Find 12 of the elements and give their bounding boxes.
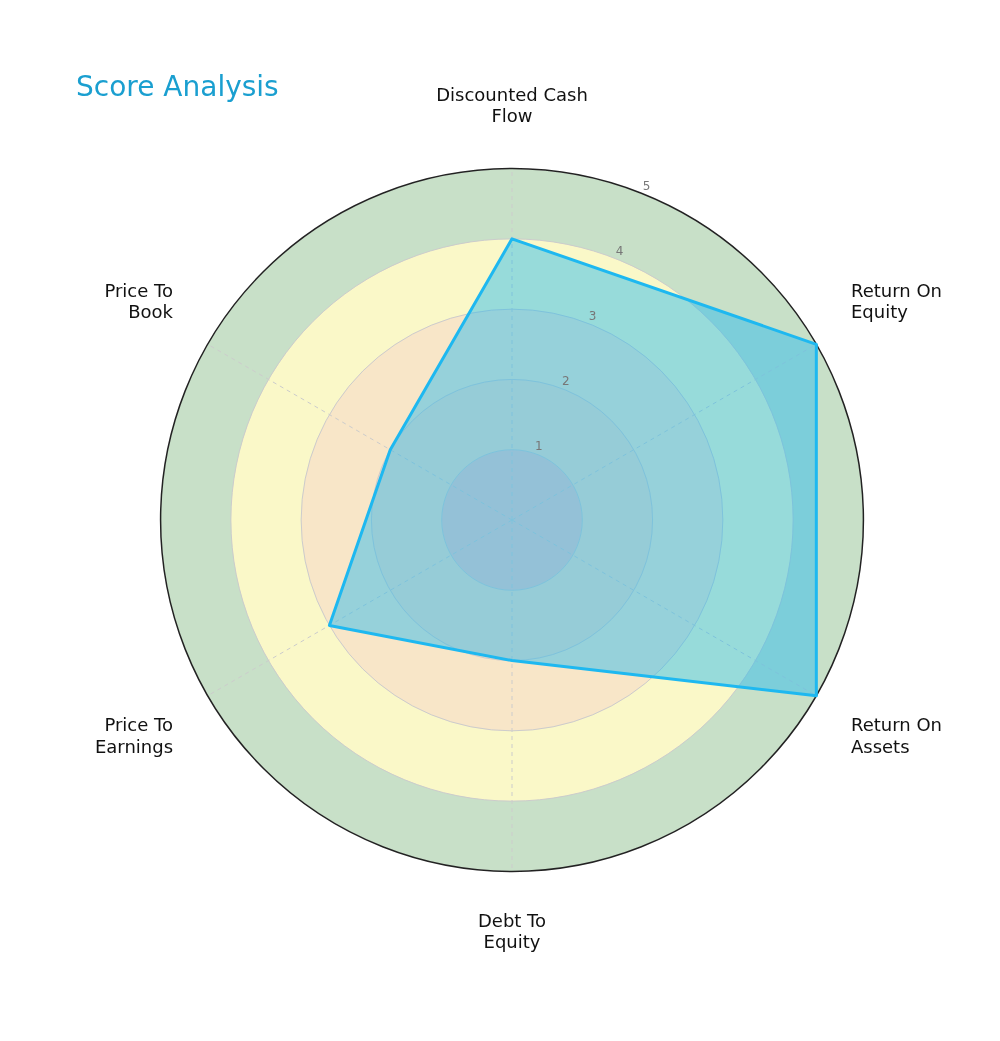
y-tick-label: 2 — [561, 374, 570, 389]
spoke-label: Debt To Equity — [477, 909, 547, 953]
spoke-label: Return On Assets — [850, 714, 942, 757]
y-tick-label: 3 — [588, 309, 597, 324]
spoke-label: Price To Earnings — [94, 714, 174, 757]
spoke-label: Discounted Cash Flow — [436, 83, 588, 127]
spoke-label: Price To Book — [104, 279, 174, 323]
chart-title: Score Analysis — [76, 70, 279, 103]
spoke-label: Return On Equity — [850, 279, 942, 323]
y-tick-label: 1 — [535, 439, 543, 454]
y-tick-label: 5 — [642, 179, 651, 194]
y-tick-label: 4 — [615, 244, 624, 259]
